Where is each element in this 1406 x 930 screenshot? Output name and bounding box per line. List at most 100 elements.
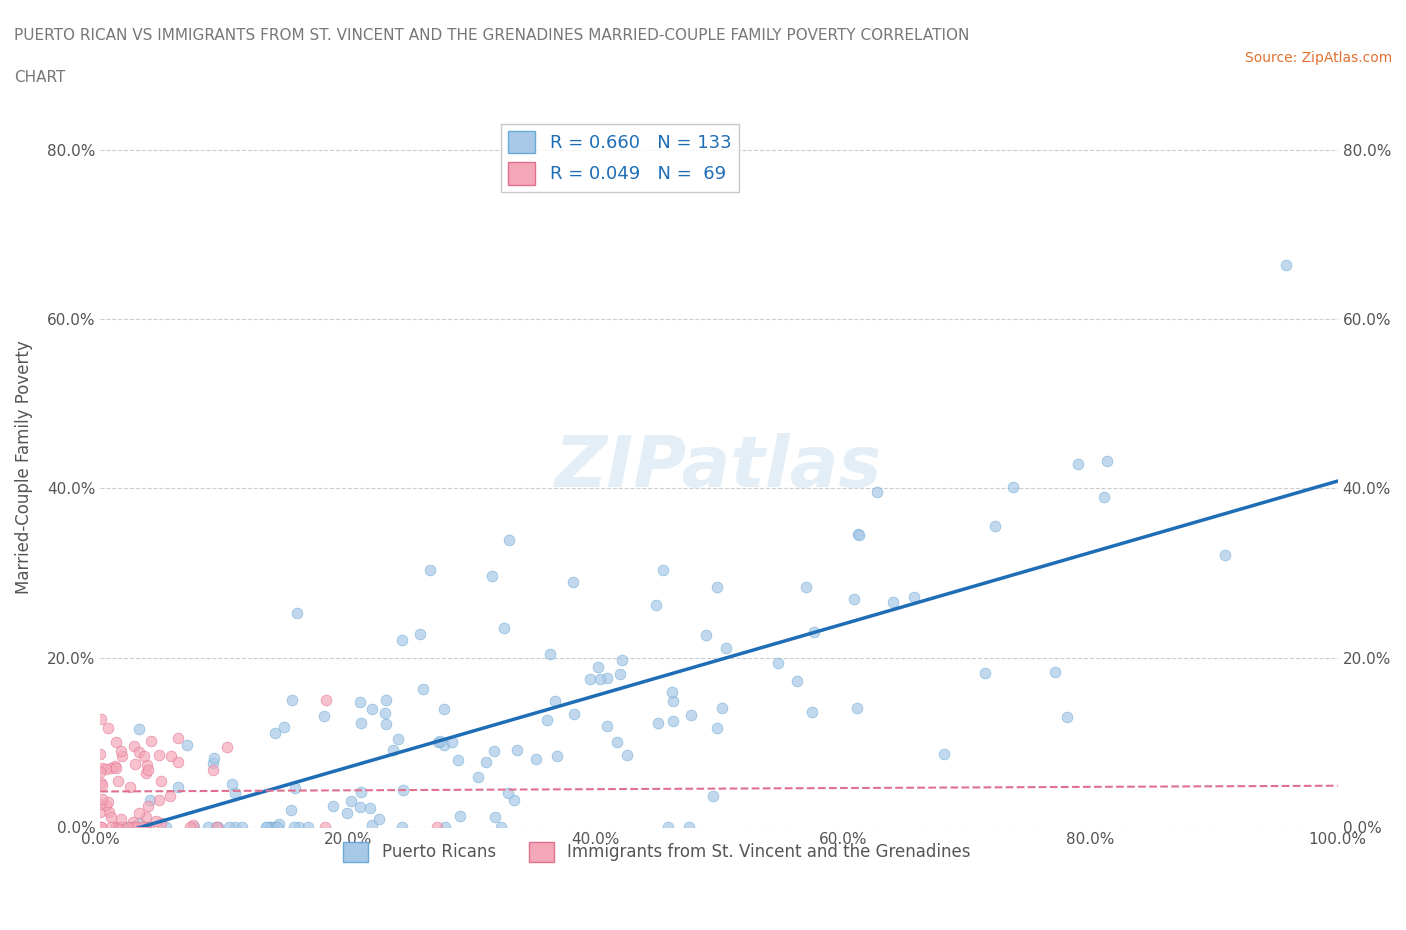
Point	[155, 819, 177, 834]
Point	[984, 519, 1007, 534]
Point	[536, 712, 558, 727]
Point	[181, 817, 204, 832]
Point	[201, 755, 224, 770]
Point	[360, 817, 382, 832]
Point	[489, 819, 512, 834]
Point	[90, 776, 112, 790]
Point	[288, 819, 311, 834]
Point	[256, 819, 278, 834]
Point	[974, 666, 997, 681]
Point	[562, 575, 585, 590]
Point	[800, 705, 823, 720]
Point	[90, 819, 112, 834]
Point	[391, 783, 413, 798]
Point	[110, 743, 132, 758]
Point	[544, 694, 567, 709]
Point	[110, 812, 132, 827]
Point	[440, 735, 463, 750]
Point	[588, 671, 610, 686]
Point	[118, 819, 141, 834]
Point	[503, 792, 526, 807]
Point	[176, 737, 198, 752]
Point	[706, 579, 728, 594]
Point	[149, 774, 172, 789]
Point	[231, 819, 253, 834]
Point	[786, 674, 808, 689]
Y-axis label: Married-Couple Family Poverty: Married-Couple Family Poverty	[15, 340, 32, 594]
Legend: Puerto Ricans, Immigrants from St. Vincent and the Grenadines: Puerto Ricans, Immigrants from St. Vince…	[336, 835, 977, 869]
Point	[89, 747, 111, 762]
Point	[647, 716, 669, 731]
Point	[374, 716, 396, 731]
Point	[94, 797, 117, 812]
Point	[273, 719, 295, 734]
Point	[124, 819, 146, 834]
Point	[447, 752, 470, 767]
Point	[335, 805, 357, 820]
Point	[382, 742, 405, 757]
Point	[128, 816, 150, 830]
Point	[315, 693, 337, 708]
Point	[266, 819, 288, 834]
Point	[374, 706, 396, 721]
Point	[207, 819, 229, 834]
Point	[562, 707, 585, 722]
Point	[132, 749, 155, 764]
Point	[215, 739, 238, 754]
Point	[702, 788, 724, 803]
Point	[197, 819, 219, 834]
Point	[112, 819, 135, 834]
Point	[1095, 454, 1118, 469]
Point	[218, 819, 240, 834]
Point	[606, 735, 628, 750]
Point	[97, 795, 120, 810]
Point	[579, 671, 602, 686]
Point	[201, 763, 224, 777]
Point	[135, 819, 157, 834]
Point	[135, 810, 157, 825]
Point	[645, 597, 668, 612]
Point	[221, 777, 243, 791]
Point	[361, 701, 384, 716]
Point	[104, 819, 127, 834]
Point	[662, 694, 685, 709]
Point	[166, 754, 188, 769]
Point	[136, 799, 159, 814]
Point	[339, 793, 361, 808]
Point	[433, 819, 456, 834]
Point	[1043, 664, 1066, 679]
Point	[842, 591, 865, 606]
Point	[122, 819, 145, 834]
Point	[224, 819, 246, 834]
Point	[848, 527, 870, 542]
Point	[254, 819, 277, 834]
Point	[97, 805, 120, 820]
Point	[474, 755, 496, 770]
Point	[179, 819, 201, 834]
Point	[167, 779, 190, 794]
Point	[794, 580, 817, 595]
Point	[89, 796, 111, 811]
Point	[100, 810, 122, 825]
Point	[111, 748, 134, 763]
Point	[1092, 489, 1115, 504]
Point	[846, 700, 869, 715]
Point	[205, 819, 228, 834]
Point	[205, 819, 228, 834]
Point	[314, 819, 336, 834]
Point	[482, 744, 505, 759]
Point	[496, 786, 519, 801]
Point	[427, 735, 450, 750]
Point	[1002, 480, 1025, 495]
Point	[104, 734, 127, 749]
Point	[135, 765, 157, 780]
Point	[387, 732, 409, 747]
Point	[661, 684, 683, 699]
Point	[145, 814, 167, 829]
Point	[100, 819, 122, 834]
Point	[391, 819, 413, 834]
Point	[588, 659, 610, 674]
Point	[695, 628, 717, 643]
Text: PUERTO RICAN VS IMMIGRANTS FROM ST. VINCENT AND THE GRENADINES MARRIED-COUPLE FA: PUERTO RICAN VS IMMIGRANTS FROM ST. VINC…	[14, 28, 969, 43]
Point	[139, 734, 162, 749]
